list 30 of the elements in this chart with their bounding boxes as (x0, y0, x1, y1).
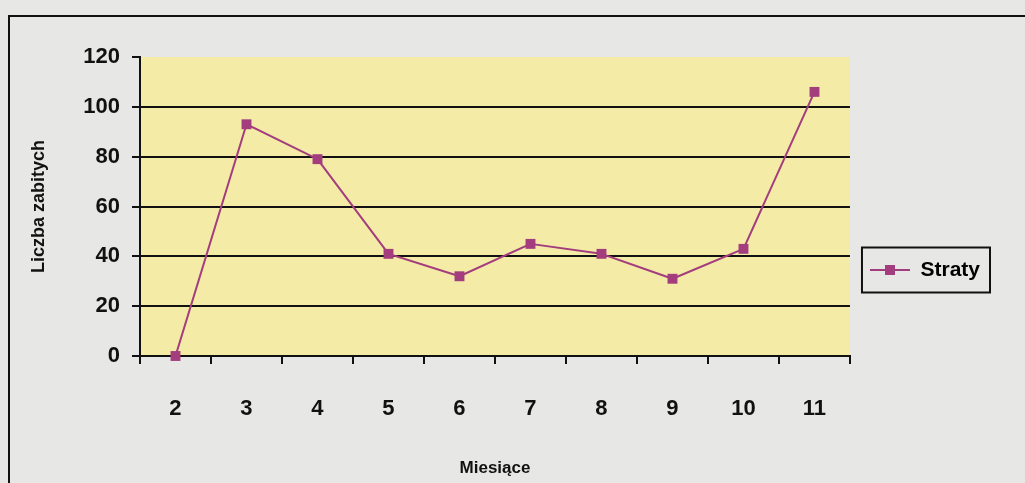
x-tick-label: 9 (666, 395, 679, 421)
y-tick-label: 0 (107, 342, 120, 368)
point (738, 243, 749, 254)
point (383, 248, 394, 259)
y-tick-label: 60 (95, 192, 120, 218)
y-tick-label: 120 (83, 43, 120, 69)
y-tick-label: 80 (95, 142, 120, 168)
point (667, 273, 678, 284)
x-tick-label: 2 (169, 395, 182, 421)
x-tick-label: 4 (311, 395, 325, 421)
point (525, 238, 536, 249)
y-axis-title: Liczba zabitych (27, 139, 48, 274)
x-tick-label: 5 (382, 395, 395, 421)
x-tick-label: 8 (595, 395, 608, 421)
point (312, 154, 323, 165)
legend-label: Straty (920, 256, 981, 280)
x-tick-label: 10 (731, 395, 756, 421)
point (454, 271, 465, 282)
point (170, 351, 181, 361)
x-tick-label: 7 (524, 395, 537, 421)
point (241, 119, 252, 130)
x-tick-label: 3 (240, 395, 253, 421)
y-tick-label: 100 (83, 92, 120, 118)
y-tick-label: 40 (95, 242, 120, 268)
y-tick-label: 20 (95, 292, 120, 318)
x-tick-label: 6 (453, 395, 466, 421)
point (596, 248, 607, 259)
point (809, 86, 820, 97)
x-axis-title: Miesiące (459, 458, 531, 478)
x-tick-label: 11 (802, 395, 827, 421)
